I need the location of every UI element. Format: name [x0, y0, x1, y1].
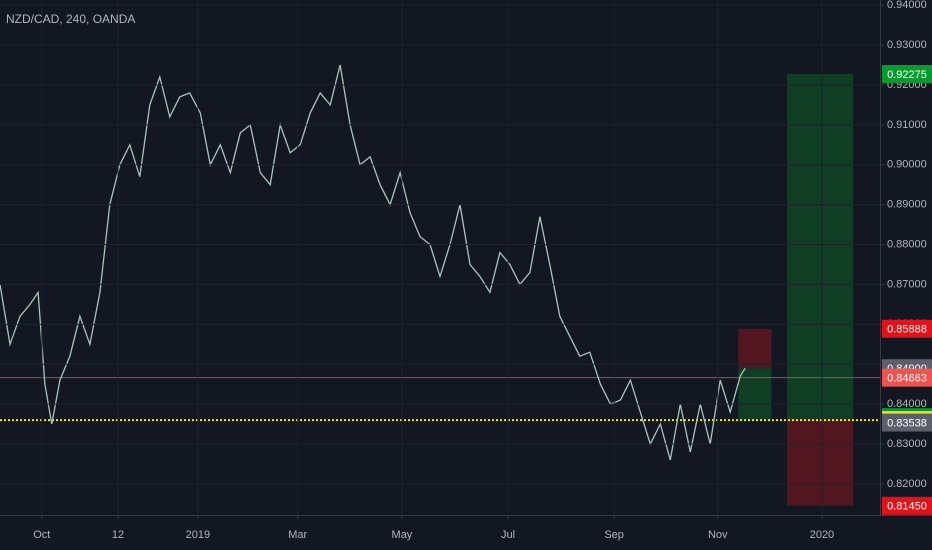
price-badge-label: 0.83538 [887, 417, 927, 429]
y-tick-label: 0.91000 [887, 119, 927, 131]
price-badge [882, 496, 932, 515]
x-tick-label: Oct [33, 529, 50, 541]
price-badge-label: 0.81450 [887, 501, 927, 513]
profit-zone [738, 368, 772, 421]
x-tick-label: 2019 [186, 529, 210, 541]
x-tick-label: 2020 [810, 529, 834, 541]
y-tick-label: 0.90000 [887, 159, 927, 171]
profit-zone [787, 73, 854, 421]
price-badge [882, 368, 932, 387]
price-badge [882, 64, 932, 83]
price-badge [882, 319, 932, 338]
y-tick-label: 0.94000 [887, 0, 927, 11]
y-tick-label: 0.82000 [887, 478, 927, 490]
x-tick-label: Jul [501, 529, 515, 541]
price-badge [882, 413, 932, 432]
price-badge-label: 0.84663 [887, 373, 927, 385]
x-tick-label: Nov [708, 529, 728, 541]
y-tick-label: 0.93000 [887, 39, 927, 51]
loss-zone [738, 328, 772, 369]
y-tick-label: 0.87000 [887, 278, 927, 290]
x-tick-label: Sep [604, 529, 624, 541]
y-tick-label: 0.84000 [887, 398, 927, 410]
loss-zone [787, 420, 854, 506]
x-tick-label: May [392, 529, 413, 541]
y-tick-label: 0.83000 [887, 438, 927, 450]
x-tick-label: Mar [288, 529, 307, 541]
y-tick-label: 0.89000 [887, 199, 927, 211]
y-tick-label: 0.88000 [887, 238, 927, 250]
price-badge-label: 0.92275 [887, 69, 927, 81]
chart-title: NZD/CAD, 240, OANDA [6, 12, 135, 26]
x-tick-label: 12 [112, 529, 124, 541]
price-line [0, 64, 746, 461]
price-badge-label: 0.85888 [887, 324, 927, 336]
